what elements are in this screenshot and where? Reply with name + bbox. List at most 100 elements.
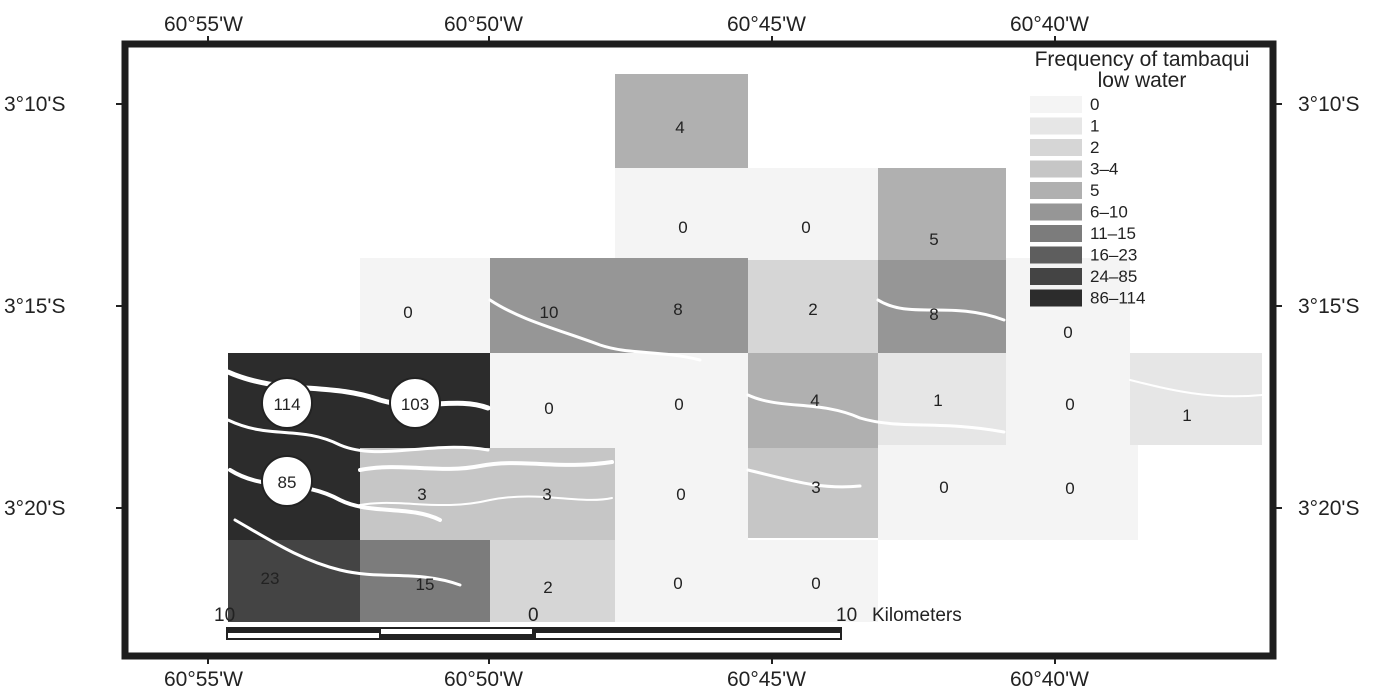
lon-label-top-60-50: 60°50'W xyxy=(444,13,523,36)
scale-label-left: 10 xyxy=(214,605,235,626)
cell-value-label: 4 xyxy=(675,118,684,137)
grid-cell xyxy=(878,168,1006,260)
grid-cell xyxy=(490,540,615,622)
floodplain-texture xyxy=(225,298,1263,587)
left-latitude-labels: 3°10'S 3°15'S 3°20'S xyxy=(4,93,65,520)
grid-cell xyxy=(360,258,490,353)
value-circle-marker xyxy=(261,377,313,429)
cell-value-label: 114 xyxy=(273,395,300,414)
cell-value-label: 0 xyxy=(801,218,810,237)
grid-cell xyxy=(1130,353,1262,445)
grid-cell xyxy=(1006,353,1130,445)
cell-value-label: 2 xyxy=(543,578,552,597)
legend-swatch xyxy=(1030,289,1082,307)
grid-cell xyxy=(490,258,615,353)
lon-label-bottom-60-40: 60°40'W xyxy=(1010,668,1089,691)
cell-value-label: 0 xyxy=(939,478,948,497)
grid-cell xyxy=(615,74,748,168)
legend-class-label: 16–23 xyxy=(1090,246,1137,265)
legend-swatch xyxy=(1030,225,1082,242)
cell-value-label: 15 xyxy=(416,575,435,594)
lon-label-top-60-45: 60°45'W xyxy=(727,13,806,36)
cell-value-label: 4 xyxy=(810,391,819,410)
cell-value-label: 8 xyxy=(929,305,938,324)
lon-label-top-60-40: 60°40'W xyxy=(1010,13,1089,36)
legend-title-line2: low water xyxy=(1098,69,1187,92)
grid-cell xyxy=(360,540,490,622)
cell-value-label: 0 xyxy=(544,399,553,418)
cell-value-label: 0 xyxy=(1065,395,1074,414)
cell-value-label: 0 xyxy=(403,303,412,322)
cell-value-label: 1 xyxy=(1182,406,1191,425)
top-longitude-labels: 60°55'W 60°50'W 60°45'W 60°40'W xyxy=(164,13,1089,36)
lon-label-bottom-60-50: 60°50'W xyxy=(444,668,523,691)
legend-swatch xyxy=(1030,160,1082,178)
lon-label-bottom-60-45: 60°45'W xyxy=(727,668,806,691)
value-circle-marker xyxy=(389,377,441,429)
grid-cell xyxy=(490,353,615,450)
grid-cell xyxy=(615,448,748,540)
cell-value-label: 1 xyxy=(933,391,942,410)
cell-value-label: 0 xyxy=(678,218,687,237)
map-frame-border xyxy=(121,40,1277,660)
cell-value-label: 0 xyxy=(676,485,685,504)
legend-swatch xyxy=(1030,246,1082,264)
cell-value-label: 8 xyxy=(673,300,682,319)
cell-value-label: 0 xyxy=(1065,479,1074,498)
scale-unit: Kilometers xyxy=(872,605,962,626)
grid-cell xyxy=(748,540,878,622)
legend-class-label: 1 xyxy=(1090,117,1099,136)
scale-segment-2-fill xyxy=(380,634,533,639)
scale-segment-3-fill xyxy=(535,628,841,633)
grid-cell xyxy=(748,260,878,355)
legend-swatch xyxy=(1030,117,1082,135)
circled-value-markers xyxy=(261,377,441,507)
cell-value-label: 0 xyxy=(674,395,683,414)
lat-label-right-3-10: 3°10'S xyxy=(1298,93,1359,116)
grid-cell xyxy=(615,540,748,622)
lat-label-right-3-20: 3°20'S xyxy=(1298,497,1359,520)
legend-class-label: 3–4 xyxy=(1090,160,1118,179)
scale-segment-1-fill xyxy=(227,628,380,633)
legend-class-label: 86–114 xyxy=(1090,289,1145,308)
grid-cell xyxy=(748,448,878,538)
cell-value-label: 103 xyxy=(401,395,429,414)
legend-class-label: 24–85 xyxy=(1090,267,1137,286)
legend-class-label: 2 xyxy=(1090,138,1099,157)
legend-class-label: 11–15 xyxy=(1090,224,1136,243)
lat-label-left-3-20: 3°20'S xyxy=(4,497,65,520)
cell-value-label: 85 xyxy=(278,473,297,492)
legend-swatch xyxy=(1030,96,1082,113)
legend-swatch xyxy=(1030,203,1082,221)
grid-cell xyxy=(878,445,1006,540)
grid-cell xyxy=(360,448,490,540)
cell-value-label: 0 xyxy=(1063,323,1072,342)
legend-class-label: 5 xyxy=(1090,181,1099,200)
legend-class-label: 0 xyxy=(1090,95,1099,114)
cell-value-label: 2 xyxy=(808,300,817,319)
grid-cell xyxy=(615,353,748,450)
legend: Frequency of tambaqui low water 0 1 2 3–4 5 6… xyxy=(1030,48,1249,308)
grid-cell xyxy=(1006,445,1138,540)
right-latitude-labels: 3°10'S 3°15'S 3°20'S xyxy=(1298,93,1359,520)
grid-cell xyxy=(748,168,878,262)
lat-label-right-3-15: 3°15'S xyxy=(1298,295,1359,318)
scale-bar: 10 0 10 Kilometers xyxy=(214,605,962,640)
legend-swatch xyxy=(1030,182,1082,199)
legend-class-label: 6–10 xyxy=(1090,203,1128,222)
lon-label-bottom-60-55: 60°55'W xyxy=(164,668,243,691)
grid-cell xyxy=(615,168,748,262)
legend-swatch xyxy=(1030,268,1082,285)
scale-label-middle: 0 xyxy=(528,605,539,626)
legend-title-line1: Frequency of tambaqui xyxy=(1035,48,1250,71)
lat-label-left-3-15: 3°15'S xyxy=(4,295,65,318)
lon-label-top-60-55: 60°55'W xyxy=(164,13,243,36)
grid-cell xyxy=(878,260,1006,353)
frequency-grid-cells xyxy=(228,74,1262,622)
lat-label-left-3-10: 3°10'S xyxy=(4,93,65,116)
legend-swatch xyxy=(1030,139,1082,156)
legend-classes: 0 1 2 3–4 5 6–10 11–15 16–23 24–85 86–114 xyxy=(1030,95,1145,308)
value-circle-marker xyxy=(261,455,313,507)
